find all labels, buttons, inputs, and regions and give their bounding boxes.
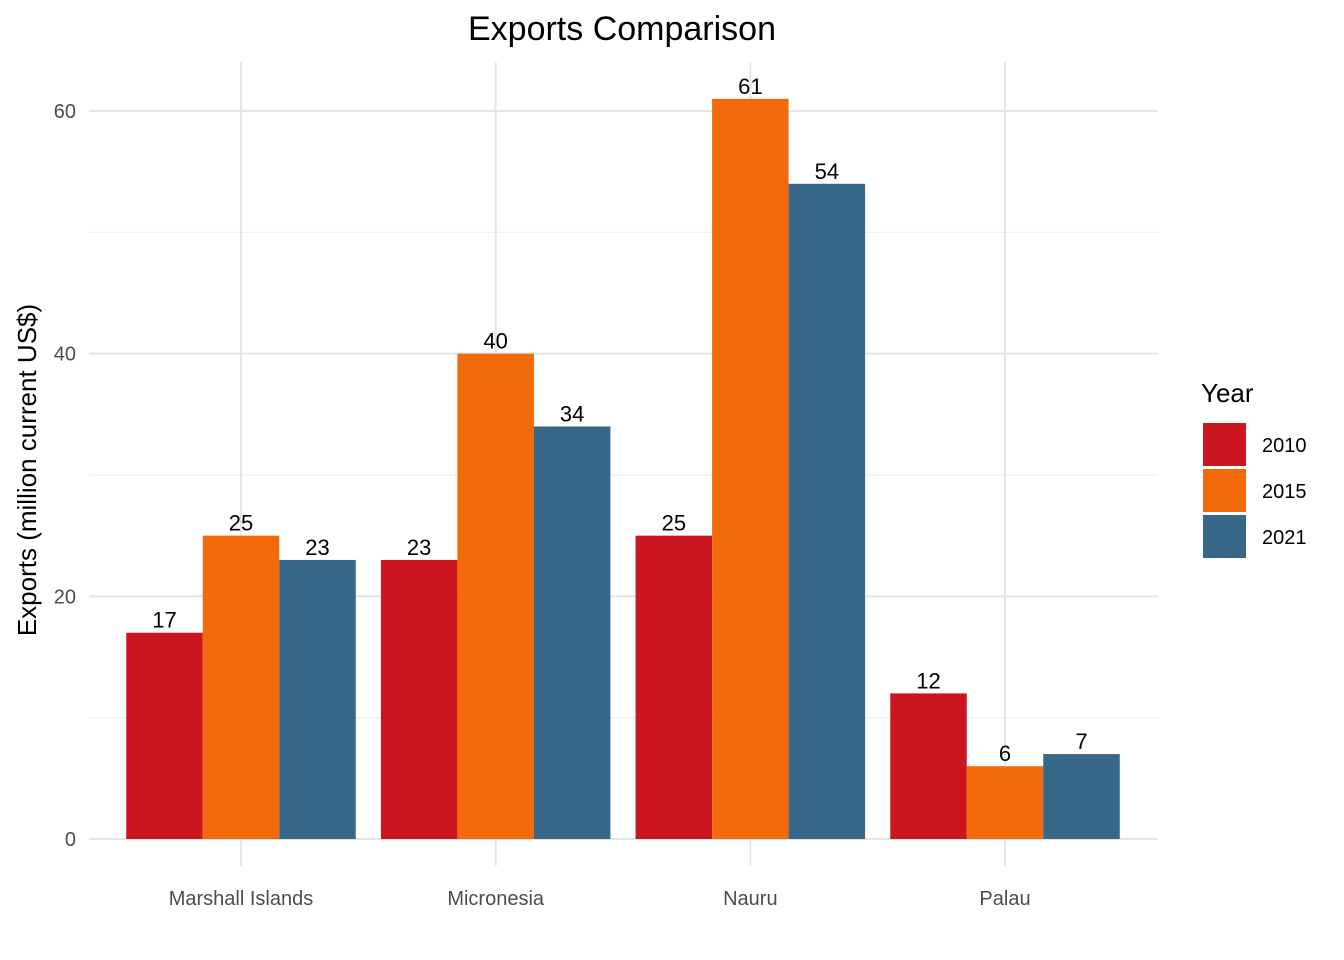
legend-key	[1203, 515, 1246, 558]
legend-title: Year	[1201, 378, 1254, 408]
legend-label: 2015	[1262, 481, 1307, 503]
x-tick-label: Nauru	[723, 888, 777, 910]
bar-value-label: 23	[305, 535, 329, 560]
bar-value-label: 34	[560, 401, 584, 426]
bar-value-label: 23	[407, 535, 431, 560]
bar-value-label: 6	[999, 741, 1011, 766]
bar	[202, 535, 280, 839]
bar	[279, 559, 356, 839]
bar	[890, 693, 967, 839]
bar-value-label: 54	[815, 159, 839, 184]
legend-label: 2010	[1262, 435, 1307, 457]
bar	[788, 183, 866, 840]
bar-value-label: 12	[916, 668, 940, 693]
y-axis-title: Exports (million current US$)	[12, 304, 42, 636]
y-tick-label: 60	[54, 101, 76, 123]
bar-value-label: 7	[1075, 729, 1087, 754]
bar-value-label: 25	[662, 511, 686, 536]
x-tick-label: Micronesia	[447, 888, 545, 910]
x-tick-label: Marshall Islands	[169, 888, 314, 910]
bar-value-label: 17	[152, 608, 176, 633]
bar	[380, 559, 458, 839]
bar	[457, 353, 534, 839]
bar	[712, 98, 789, 839]
bars	[126, 98, 1120, 840]
bar-value-labels: 17 25 23 23 40 34 25 61 54 12 6 7	[152, 74, 1087, 766]
bar-value-label: 61	[738, 74, 762, 99]
chart-title: Exports Comparison	[468, 10, 776, 48]
x-tick-label: Palau	[979, 888, 1030, 910]
bar	[533, 426, 611, 839]
bar	[126, 632, 203, 839]
legend-label: 2021	[1262, 527, 1307, 549]
y-tick-label: 20	[54, 586, 76, 608]
bar	[966, 766, 1044, 839]
legend-key	[1203, 469, 1246, 512]
bar	[1043, 754, 1120, 839]
x-axis-ticks: Marshall Islands Micronesia Nauru Palau	[169, 888, 1031, 910]
legend-key	[1203, 423, 1246, 466]
legend: Year 2010 2015 2021	[1201, 378, 1307, 558]
bar-value-label: 25	[229, 511, 253, 536]
y-tick-label: 0	[65, 829, 76, 851]
y-axis-ticks: 0 20 40 60	[54, 101, 76, 851]
bar-value-label: 40	[483, 329, 507, 354]
bar	[635, 535, 713, 839]
y-tick-label: 40	[54, 344, 76, 366]
